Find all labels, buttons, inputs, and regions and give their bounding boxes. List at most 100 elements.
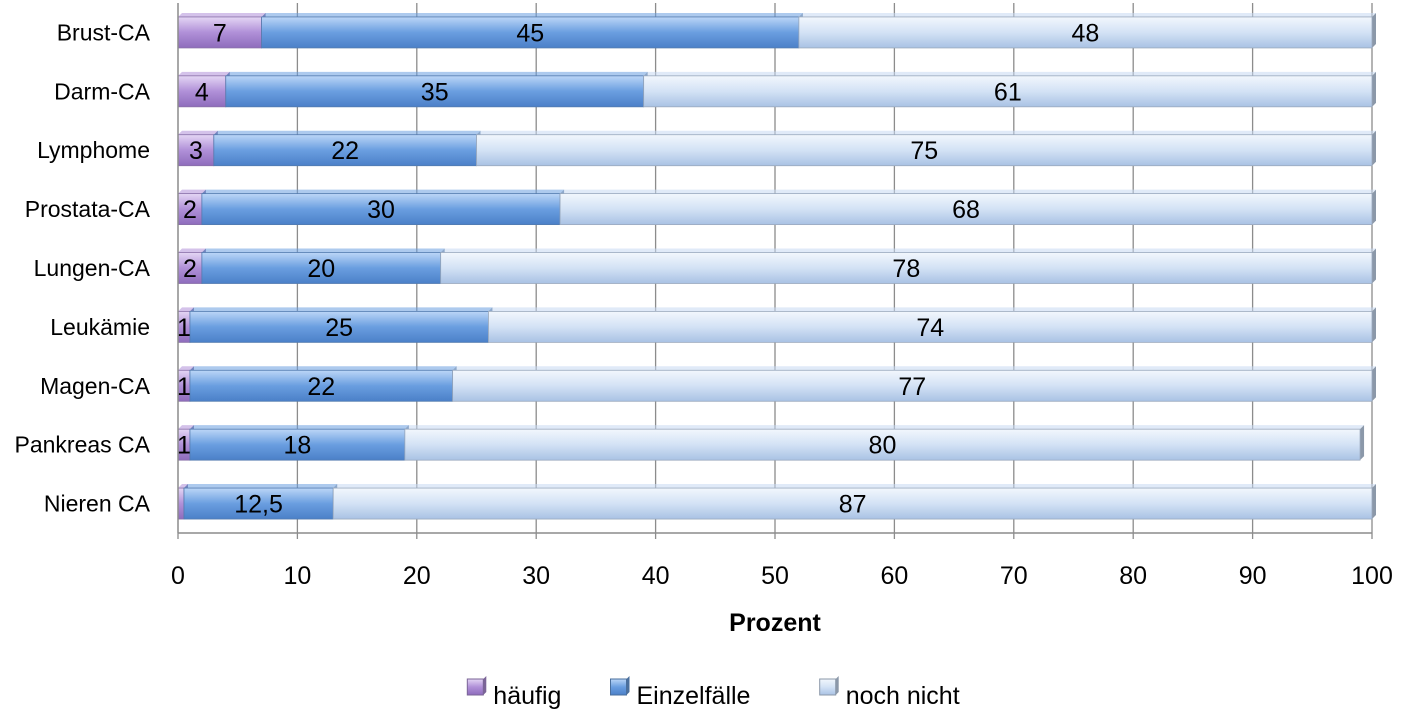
data-label: 3 (189, 137, 203, 165)
data-label: 87 (839, 491, 867, 519)
bar-segment-side (1372, 366, 1376, 402)
bar-segment-top (333, 484, 1377, 489)
bar-segment (177, 130, 218, 167)
bar-segment-face (189, 369, 454, 402)
bar-segment-top (643, 71, 1376, 76)
legend-item: häufig (466, 676, 561, 710)
bar-segment-face (201, 252, 442, 284)
bar-segment-face (201, 193, 561, 226)
bar-segment-top (178, 248, 206, 253)
bar-segment-face (189, 310, 489, 343)
bar-segment-top (178, 307, 194, 312)
bar-segment-face (559, 193, 1373, 226)
legend-swatch-side (483, 676, 487, 695)
x-tick-label: 30 (522, 562, 550, 590)
bar-segment-top (178, 484, 188, 489)
legend-swatch (466, 678, 484, 696)
bar-segment-top (178, 366, 194, 371)
data-labels: 7 45 48 4 35 61 3 22 75 2 30 68 2 20 78 1 25 74 1 22 77 1 18 80… (177, 19, 1099, 518)
bar-segment (332, 484, 1377, 520)
category-label: Pankreas CA (14, 432, 150, 458)
data-label: 48 (1072, 19, 1100, 47)
legend-item: noch nicht (819, 676, 960, 710)
x-tick-label: 70 (1000, 562, 1028, 590)
data-label: 4 (195, 78, 209, 106)
data-label: 25 (325, 314, 353, 342)
legend-label: häufig (493, 682, 561, 710)
bar-segment-face (177, 75, 227, 108)
bar-segment (798, 12, 1376, 49)
bar-segment (189, 366, 457, 402)
category-label: Lymphome (37, 137, 150, 163)
bar-segment-side (1372, 71, 1376, 107)
data-label: 75 (910, 137, 938, 165)
data-label: 2 (183, 196, 197, 224)
data-label: 1 (177, 432, 191, 460)
bar-segment-face (452, 369, 1373, 402)
data-label: 12,5 (234, 491, 283, 519)
x-tick-label: 50 (761, 562, 789, 590)
data-label: 20 (307, 255, 335, 283)
bar-segment-face (213, 134, 477, 167)
x-tick-label: 90 (1239, 562, 1267, 590)
x-tick-label: 20 (403, 562, 431, 590)
category-label: Leukämie (50, 314, 150, 340)
legend-swatch (819, 678, 837, 696)
bar-segment-face (177, 134, 215, 167)
x-axis-title: Prozent (729, 609, 821, 637)
bar-segment-top (476, 130, 1376, 135)
data-label: 7 (213, 19, 227, 47)
bar-segment-face (488, 310, 1373, 343)
bar-segment-top (404, 425, 1365, 430)
category-label: Nieren CA (44, 491, 151, 517)
bar-segment (225, 71, 648, 108)
bar-segment (643, 71, 1376, 108)
legend: häufig Einzelfälle noch nicht (466, 676, 960, 710)
data-label: 80 (869, 432, 897, 460)
bar-segment (559, 189, 1376, 226)
bar-segment-top (178, 425, 194, 430)
x-tick-label: 80 (1119, 562, 1147, 590)
data-label: 68 (952, 196, 980, 224)
bar-segment-face (476, 134, 1373, 167)
bar-segment-top (798, 12, 1376, 17)
bar-segment (440, 248, 1376, 284)
bar-segment-top (440, 248, 1376, 253)
legend-item: Einzelfälle (610, 676, 751, 710)
legend-swatch (610, 678, 627, 696)
bar-segment (177, 71, 230, 108)
data-label: 61 (994, 78, 1022, 106)
bar-segment-top (488, 307, 1376, 312)
legend-label: Einzelfälle (637, 682, 751, 710)
bar-segment (476, 130, 1376, 167)
bar-segment-top (189, 366, 457, 371)
data-label: 22 (307, 373, 335, 401)
legend-swatch-side (626, 676, 630, 695)
bar-segment-face (332, 487, 1373, 520)
bar-segment (404, 425, 1365, 461)
bar-segment (201, 248, 445, 284)
bar-segment-top (201, 189, 565, 194)
bar-segment-side (1372, 248, 1376, 284)
bar-segment-top (560, 189, 1376, 194)
data-label: 35 (421, 78, 449, 106)
bar-segment (189, 307, 493, 343)
x-tick-label: 40 (642, 562, 670, 590)
bar-segment-top (189, 307, 493, 312)
data-label: 22 (331, 137, 359, 165)
bar-segment-face (183, 487, 334, 520)
bar-segment-face (440, 252, 1373, 284)
data-label: 74 (916, 314, 944, 342)
bar-segment-side (1372, 484, 1376, 520)
bar-segment-top (261, 12, 803, 17)
bar-segment-top (178, 12, 266, 17)
legend-swatch-side (835, 676, 839, 695)
bar-segment-side (1360, 425, 1365, 461)
bar-segment-side (1372, 130, 1376, 166)
bar-segment-top (189, 425, 409, 430)
category-label: Lungen-CA (34, 255, 151, 281)
x-tick-label: 10 (283, 562, 311, 590)
bar-segment-top (225, 71, 648, 76)
bar-segment-top (213, 130, 481, 135)
